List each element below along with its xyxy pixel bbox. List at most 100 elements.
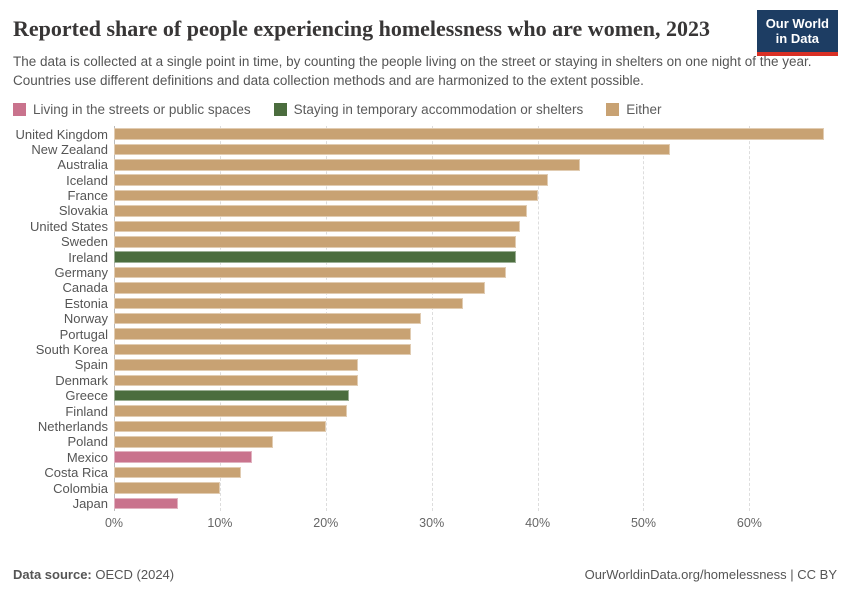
country-label[interactable]: Slovakia: [58, 203, 108, 219]
credit-link[interactable]: OurWorldinData.org/homelessness | CC BY: [584, 567, 837, 582]
table-row: Costa Rica: [0, 465, 850, 480]
bar-rows: United Kingdom New Zealand Australia Icelan…: [0, 126, 850, 511]
country-label[interactable]: Sweden: [61, 234, 108, 250]
country-label[interactable]: Poland: [67, 434, 108, 450]
country-label[interactable]: Mexico: [66, 449, 108, 465]
country-label[interactable]: Netherlands: [37, 418, 108, 434]
legend-label: Either: [626, 102, 662, 118]
table-row: Estonia: [0, 296, 850, 311]
table-row: Sweden: [0, 234, 850, 249]
legend-item-shelters[interactable]: Staying in temporary accommodation or sh…: [273, 102, 583, 117]
bar-iceland[interactable]: [114, 174, 549, 186]
country-label[interactable]: Colombia: [53, 480, 108, 496]
country-label[interactable]: Australia: [57, 157, 108, 173]
country-label[interactable]: Estonia: [64, 295, 108, 311]
legend-item-either[interactable]: Either: [606, 102, 662, 118]
x-axis: 0% 10% 20% 30% 40% 50% 60%: [105, 516, 832, 534]
bar-costa-rica[interactable]: [114, 466, 242, 479]
country-label[interactable]: Costa Rica: [44, 465, 108, 481]
bar-greece[interactable]: [114, 389, 350, 402]
bar-australia[interactable]: [114, 159, 580, 171]
table-row: Greece: [0, 388, 850, 403]
table-row: Norway: [0, 311, 850, 326]
chart-header: Reported share of people experiencing ho…: [0, 0, 850, 90]
bar-germany[interactable]: [114, 266, 506, 279]
table-row: France: [0, 188, 850, 203]
chart-footer: Data source: OECD (2024) OurWorldinData.…: [13, 567, 837, 582]
legend: Living in the streets or public spaces St…: [13, 102, 837, 117]
table-row: Denmark: [0, 373, 850, 388]
bar-area: [114, 236, 832, 248]
table-row: Germany: [0, 265, 850, 280]
country-label[interactable]: Portugal: [59, 326, 108, 342]
x-tick-label: 0%: [104, 516, 124, 531]
bar-estonia[interactable]: [114, 297, 464, 310]
legend-item-streets[interactable]: Living in the streets or public spaces: [13, 102, 251, 117]
bar-finland[interactable]: [114, 405, 347, 417]
country-label[interactable]: Denmark: [55, 372, 108, 388]
table-row: Japan: [0, 496, 850, 511]
bar-sweden[interactable]: [114, 236, 517, 248]
table-row: Mexico: [0, 450, 850, 465]
bar-area: [114, 359, 832, 371]
bar-area: [114, 482, 832, 494]
country-label[interactable]: Spain: [74, 357, 108, 373]
country-label[interactable]: Germany: [54, 265, 108, 281]
data-source-value: OECD (2024): [91, 567, 175, 582]
table-row: Iceland: [0, 173, 850, 188]
x-tick-label: 40%: [525, 516, 551, 531]
bar-ireland[interactable]: [114, 251, 517, 263]
x-tick-label: 60%: [736, 516, 762, 531]
country-label[interactable]: Greece: [65, 388, 108, 404]
country-label[interactable]: Ireland: [68, 249, 108, 265]
country-label[interactable]: Canada: [62, 280, 108, 296]
table-row: Slovakia: [0, 203, 850, 218]
data-source-label: Data source:: [13, 567, 92, 582]
bar-portugal[interactable]: [114, 328, 411, 340]
bar-denmark[interactable]: [114, 374, 358, 387]
country-label[interactable]: Finland: [65, 403, 108, 419]
table-row: United States: [0, 219, 850, 234]
bar-area: [114, 205, 832, 217]
bar-area: [114, 343, 832, 356]
table-row: New Zealand: [0, 142, 850, 157]
bar-poland[interactable]: [114, 436, 273, 448]
country-label[interactable]: New Zealand: [31, 141, 108, 157]
bar-japan[interactable]: [114, 497, 178, 510]
bar-united-states[interactable]: [114, 220, 520, 233]
bar-united-kingdom[interactable]: [114, 128, 824, 140]
country-label[interactable]: Norway: [63, 311, 108, 327]
table-row: Finland: [0, 403, 850, 419]
data-source: Data source: OECD (2024): [13, 567, 174, 582]
bar-colombia[interactable]: [114, 482, 220, 494]
table-row: Portugal: [0, 326, 850, 342]
bar-area: [114, 405, 832, 417]
bar-area: [114, 466, 832, 479]
country-label[interactable]: France: [67, 188, 108, 204]
bar-netherlands[interactable]: [114, 420, 326, 433]
country-label[interactable]: South Korea: [35, 342, 108, 357]
bar-slovakia[interactable]: [114, 205, 527, 217]
bar-new-zealand[interactable]: [114, 143, 670, 156]
x-tick-label: 30%: [419, 516, 445, 531]
bar-area: [114, 420, 832, 433]
legend-label: Living in the streets or public spaces: [33, 102, 251, 118]
bar-area: [114, 328, 832, 340]
table-row: Netherlands: [0, 419, 850, 434]
bar-mexico[interactable]: [114, 451, 252, 463]
country-label[interactable]: United States: [29, 218, 108, 234]
bar-norway[interactable]: [114, 312, 422, 325]
bar-spain[interactable]: [114, 359, 358, 371]
owid-logo[interactable]: Our World in Data: [756, 10, 838, 56]
bar-area: [114, 451, 832, 463]
country-label[interactable]: United Kingdom: [15, 126, 109, 142]
country-label[interactable]: Japan: [72, 495, 108, 511]
country-label[interactable]: Iceland: [66, 172, 108, 188]
legend-swatch: [13, 103, 26, 117]
bar-area: [114, 128, 832, 140]
bar-france[interactable]: [114, 189, 538, 202]
bar-area: [114, 436, 832, 448]
bar-south-korea[interactable]: [114, 343, 411, 356]
legend-swatch: [273, 103, 287, 117]
bar-canada[interactable]: [114, 282, 485, 294]
